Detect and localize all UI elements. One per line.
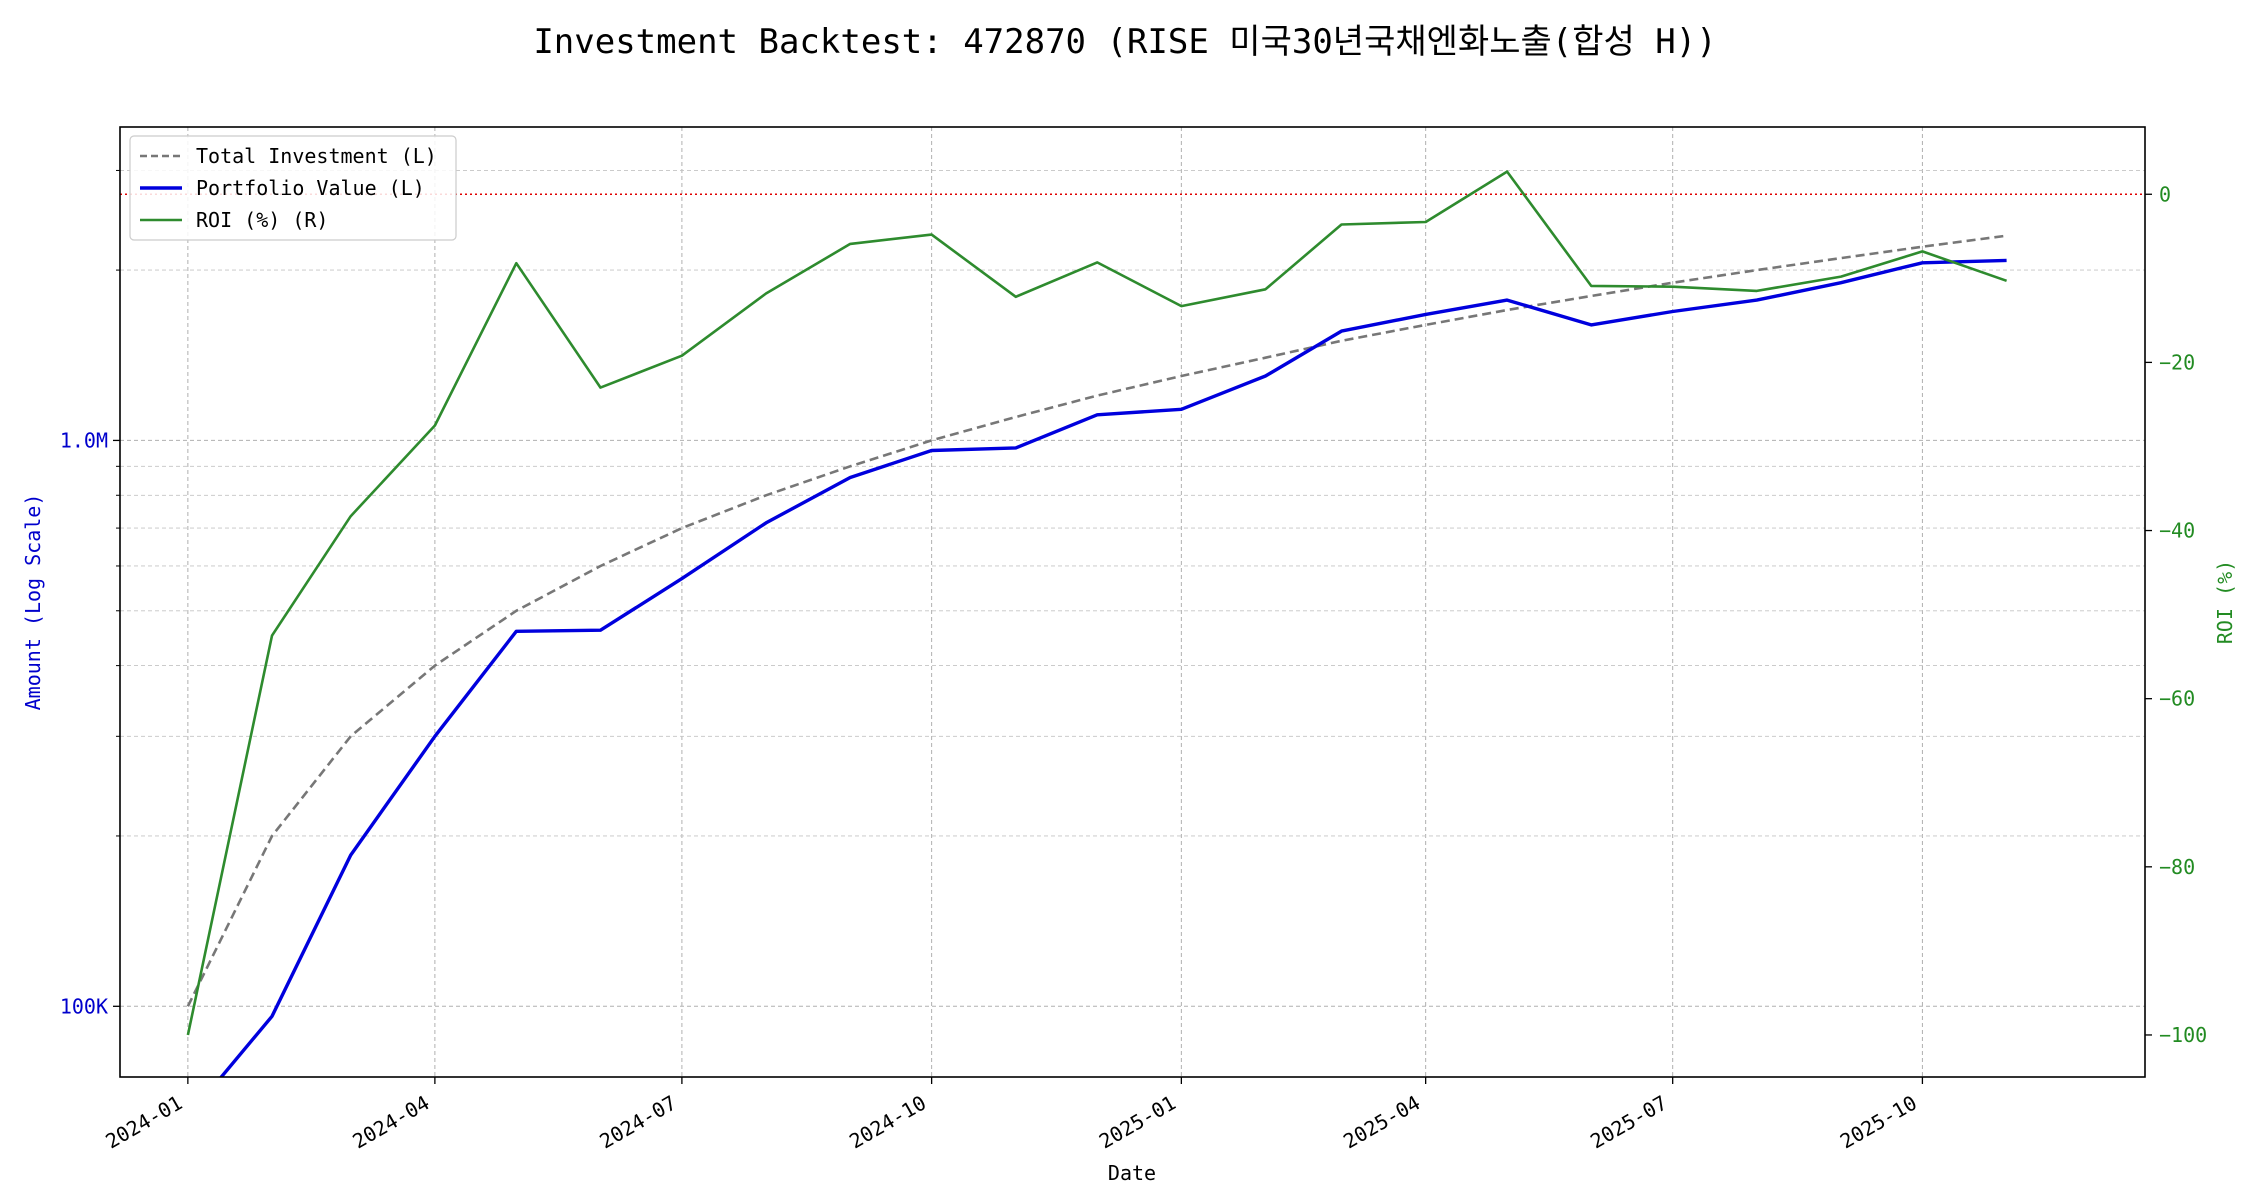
right-y-tick-label: −60 [2159,687,2195,711]
legend-label-total-investment: Total Investment (L) [196,144,437,168]
chart-title: Investment Backtest: 472870 (RISE 미국30년국… [533,22,1717,62]
right-y-tick-label: −20 [2159,350,2195,374]
legend: Total Investment (L) Portfolio Value (L) R… [129,135,457,241]
roi-line [186,170,2008,1036]
legend-label-portfolio-value: Portfolio Value (L) [196,176,425,200]
legend-label-roi: ROI (%) (R) [196,208,328,232]
right-y-tick-label: −40 [2159,519,2195,543]
left-y-tick-label: 100K [60,994,108,1018]
x-tick-label: 2025-10 [1836,1091,1921,1154]
right-y-tick-label: −80 [2159,855,2195,879]
plot-frame [119,126,2146,1078]
portfolio-value-line [219,258,2007,1077]
x-tick-label: 2024-04 [348,1091,433,1154]
x-tick-label: 2024-01 [101,1091,186,1154]
left-y-axis-label: Amount (Log Scale) [21,494,45,711]
x-tick-label: 2025-07 [1586,1091,1671,1154]
right-y-tick-label: 0 [2159,182,2171,206]
right-y-axis-label: ROI (%) [2213,560,2237,644]
series-layer [120,170,2145,1077]
x-tick-label: 2025-04 [1339,1091,1424,1154]
total-investment-line [186,234,2007,1007]
legend-box [129,135,457,241]
left-y-tick-label: 1.0M [60,428,108,452]
right-y-tick-label: −100 [2159,1023,2207,1047]
x-tick-label: 2024-10 [845,1091,930,1154]
grid-layer [120,127,2145,1077]
x-tick-label: 2024-07 [595,1091,680,1154]
x-tick-label: 2025-01 [1095,1091,1180,1154]
x-axis-label: Date [1108,1161,1156,1185]
